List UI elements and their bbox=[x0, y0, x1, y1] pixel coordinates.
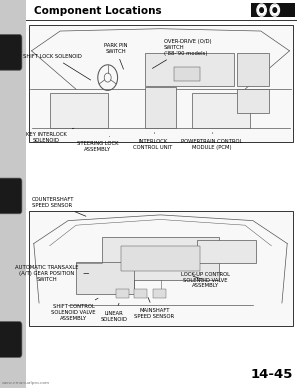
Bar bbox=[76, 262, 134, 294]
Bar bbox=[174, 67, 200, 81]
Text: POWERTRAIN CONTROL
MODULE (PCM): POWERTRAIN CONTROL MODULE (PCM) bbox=[181, 133, 242, 150]
Bar bbox=[192, 93, 250, 128]
Text: OVER-DRIVE (O/D)
SWITCH
('88-'90 models): OVER-DRIVE (O/D) SWITCH ('88-'90 models) bbox=[152, 39, 211, 68]
Bar bbox=[102, 237, 219, 280]
Bar bbox=[250, 3, 295, 17]
Text: 14-45: 14-45 bbox=[251, 368, 293, 381]
Text: LOCK-UP CONTROL
SOLENOID VALVE
ASSEMBLY: LOCK-UP CONTROL SOLENOID VALVE ASSEMBLY bbox=[181, 272, 230, 288]
Bar bbox=[116, 289, 129, 298]
Bar bbox=[50, 93, 108, 128]
Bar bbox=[153, 289, 166, 298]
Bar bbox=[134, 289, 147, 298]
Circle shape bbox=[260, 8, 263, 12]
Bar bbox=[0, 0, 26, 388]
Text: Component Locations: Component Locations bbox=[34, 6, 162, 16]
FancyBboxPatch shape bbox=[0, 35, 22, 70]
Text: SHIFT CONTROL
SOLENOID VALVE
ASSEMBLY: SHIFT CONTROL SOLENOID VALVE ASSEMBLY bbox=[51, 298, 98, 320]
Text: PARK PIN
SWITCH: PARK PIN SWITCH bbox=[104, 43, 127, 69]
Text: www.emanualpro.com: www.emanualpro.com bbox=[2, 381, 50, 385]
Text: KEY INTERLOCK
SOLENOID: KEY INTERLOCK SOLENOID bbox=[26, 128, 74, 143]
FancyBboxPatch shape bbox=[0, 178, 22, 214]
Bar bbox=[197, 240, 256, 263]
Text: COUNTERSHAFT
SPEED SENSOR: COUNTERSHAFT SPEED SENSOR bbox=[31, 197, 86, 216]
Bar bbox=[28, 25, 292, 142]
Circle shape bbox=[258, 5, 266, 15]
Bar bbox=[237, 53, 269, 86]
Text: AUTOMATIC TRANSAXLE
(A/T) GEAR POSITION
SWITCH: AUTOMATIC TRANSAXLE (A/T) GEAR POSITION … bbox=[15, 265, 89, 282]
Bar bbox=[145, 87, 176, 128]
Text: INTERLOCK
CONTROL UNIT: INTERLOCK CONTROL UNIT bbox=[133, 133, 173, 150]
Bar bbox=[237, 89, 269, 113]
FancyBboxPatch shape bbox=[0, 322, 22, 357]
Text: LINEAR
SOLENOID: LINEAR SOLENOID bbox=[100, 303, 127, 322]
Circle shape bbox=[273, 8, 277, 12]
Circle shape bbox=[271, 5, 279, 15]
Bar bbox=[28, 211, 292, 326]
Bar bbox=[145, 53, 234, 86]
Text: MAINSHAFT
SPEED SENSOR: MAINSHAFT SPEED SENSOR bbox=[134, 298, 175, 319]
Text: STEERING LOCK
ASSEMBLY: STEERING LOCK ASSEMBLY bbox=[77, 137, 118, 152]
Bar bbox=[121, 246, 200, 271]
Text: SHIFT LOCK SOLENOID: SHIFT LOCK SOLENOID bbox=[23, 54, 91, 80]
